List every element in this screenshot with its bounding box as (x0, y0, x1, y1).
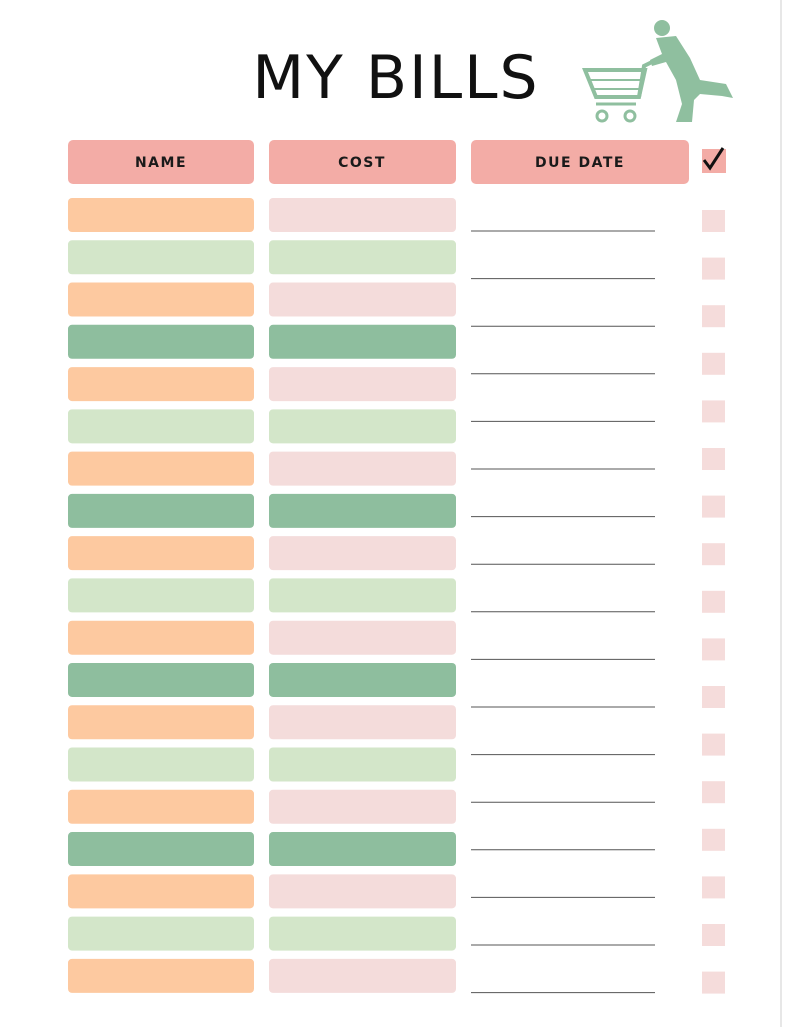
name-cell (68, 789, 254, 824)
name-cell (68, 747, 254, 782)
cost-cell (269, 198, 456, 232)
name-cell (68, 705, 254, 740)
checkbox (702, 210, 725, 232)
column-header: DUE DATE (535, 155, 625, 171)
column-header: COST (338, 155, 386, 171)
cart-wheel (595, 109, 609, 123)
name-cell (68, 451, 254, 486)
cost-cell (269, 620, 456, 655)
name-cell (68, 536, 254, 571)
checkbox (702, 781, 725, 804)
checkbox (702, 495, 725, 518)
cost-cell (269, 493, 456, 528)
name-cell (68, 620, 254, 655)
header-cell (471, 140, 689, 184)
cost-cell (269, 536, 456, 571)
cost-cell (269, 874, 456, 909)
name-cell (68, 493, 254, 528)
cost-cell (269, 409, 456, 444)
checkbox (702, 924, 725, 946)
name-cell (68, 916, 254, 951)
person-body (650, 36, 733, 122)
cost-cell (269, 916, 456, 951)
name-cell (68, 324, 254, 359)
checkbox (702, 257, 725, 280)
name-cell (68, 240, 254, 275)
cost-cell (269, 367, 456, 402)
checkbox (702, 400, 725, 423)
checkbox (702, 590, 725, 613)
name-cell (68, 198, 254, 232)
cost-cell (269, 958, 456, 993)
cart-handle (637, 60, 653, 98)
header-cell (269, 140, 456, 184)
checkbox (702, 876, 725, 899)
checkbox (702, 305, 725, 328)
cost-cell (269, 578, 456, 613)
name-cell (68, 282, 254, 317)
cost-cell (269, 240, 456, 275)
name-cell (68, 578, 254, 613)
cart-wheel (623, 109, 637, 123)
name-cell (68, 367, 254, 402)
header-cell (68, 140, 254, 184)
checkbox (702, 971, 725, 994)
cost-cell (269, 832, 456, 867)
name-cell (68, 409, 254, 444)
cost-cell (269, 324, 456, 359)
header-row: NAME COST DUE DATE (68, 140, 726, 184)
checkbox (702, 638, 725, 661)
checkbox (702, 543, 725, 566)
cost-cell (269, 451, 456, 486)
name-cell (68, 874, 254, 909)
cost-cell (269, 662, 456, 697)
cost-cell (269, 789, 456, 824)
checkbox (702, 686, 725, 708)
shopping-icon (582, 20, 733, 123)
name-cell (68, 958, 254, 993)
checkbox (702, 448, 725, 470)
cost-cell (269, 282, 456, 317)
check-icon (702, 147, 725, 171)
checkbox (702, 733, 725, 756)
checkbox (702, 352, 725, 375)
cost-cell (269, 705, 456, 740)
person-head (654, 20, 670, 36)
column-header: NAME (135, 155, 187, 171)
name-cell (68, 662, 254, 697)
name-cell (68, 832, 254, 867)
title: MY BILLS (252, 43, 539, 113)
cost-cell (269, 747, 456, 782)
checkbox (702, 828, 725, 851)
